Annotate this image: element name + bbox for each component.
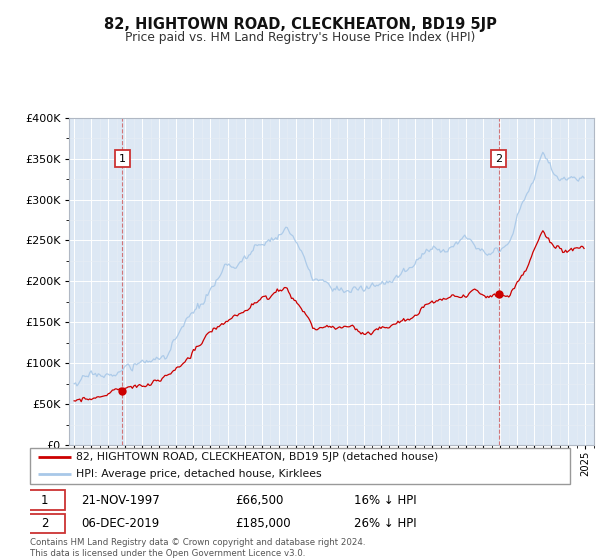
- Text: 21-NOV-1997: 21-NOV-1997: [82, 493, 160, 507]
- FancyBboxPatch shape: [30, 448, 570, 484]
- Text: 2: 2: [495, 153, 502, 164]
- Text: Contains HM Land Registry data © Crown copyright and database right 2024.
This d: Contains HM Land Registry data © Crown c…: [30, 538, 365, 558]
- Text: £185,000: £185,000: [235, 517, 291, 530]
- Text: Price paid vs. HM Land Registry's House Price Index (HPI): Price paid vs. HM Land Registry's House …: [125, 31, 475, 44]
- Text: 06-DEC-2019: 06-DEC-2019: [82, 517, 160, 530]
- Text: 2: 2: [41, 517, 49, 530]
- Text: 82, HIGHTOWN ROAD, CLECKHEATON, BD19 5JP (detached house): 82, HIGHTOWN ROAD, CLECKHEATON, BD19 5JP…: [76, 452, 438, 462]
- Text: £66,500: £66,500: [235, 493, 284, 507]
- Text: 26% ↓ HPI: 26% ↓ HPI: [354, 517, 416, 530]
- Text: 1: 1: [119, 153, 126, 164]
- Text: HPI: Average price, detached house, Kirklees: HPI: Average price, detached house, Kirk…: [76, 469, 322, 479]
- Text: 16% ↓ HPI: 16% ↓ HPI: [354, 493, 416, 507]
- Text: 82, HIGHTOWN ROAD, CLECKHEATON, BD19 5JP: 82, HIGHTOWN ROAD, CLECKHEATON, BD19 5JP: [104, 17, 496, 32]
- FancyBboxPatch shape: [25, 514, 65, 533]
- Text: 1: 1: [41, 493, 49, 507]
- FancyBboxPatch shape: [25, 491, 65, 510]
